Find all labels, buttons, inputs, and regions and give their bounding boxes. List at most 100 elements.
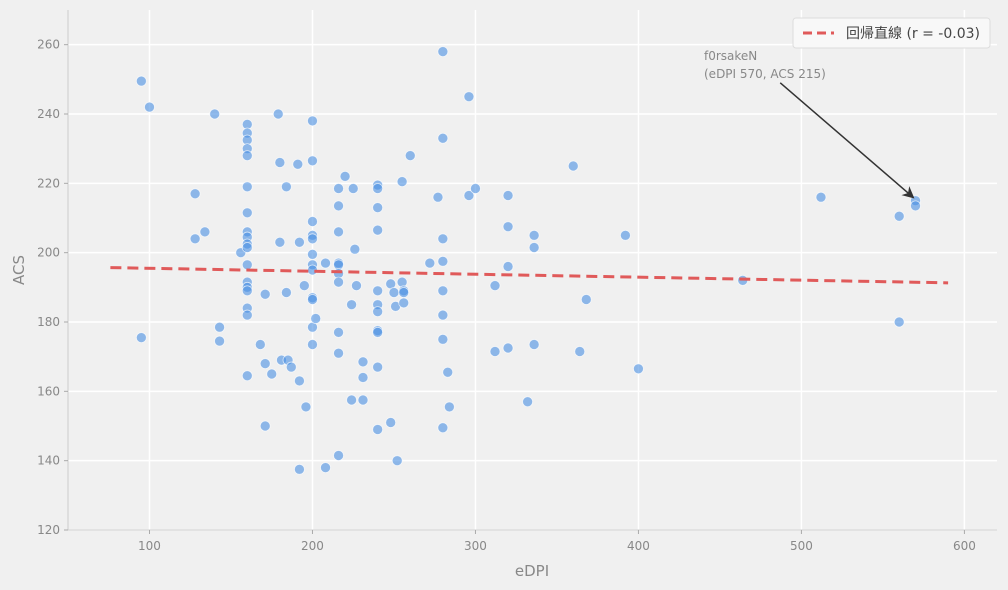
y-axis-label: ACS — [10, 255, 28, 285]
data-point — [298, 280, 310, 292]
data-point — [259, 420, 271, 432]
data-point — [502, 190, 514, 201]
data-point — [310, 313, 322, 324]
data-point — [292, 158, 304, 170]
data-point — [398, 297, 410, 309]
data-point — [391, 455, 403, 467]
data-point — [470, 183, 481, 194]
data-point — [893, 210, 905, 222]
y-tick-label: 140 — [37, 454, 60, 468]
data-point — [254, 339, 266, 350]
data-point — [346, 299, 357, 311]
data-point — [437, 132, 449, 144]
data-point — [567, 160, 579, 172]
y-tick-label: 120 — [37, 523, 60, 537]
annotation-detail: (eDPI 570, ACS 215) — [704, 67, 826, 81]
data-point — [574, 346, 586, 357]
data-point — [357, 394, 369, 406]
trend-line — [110, 266, 949, 285]
data-point — [347, 183, 359, 194]
data-point — [241, 285, 253, 297]
data-point — [910, 200, 921, 212]
data-point — [346, 394, 357, 406]
data-point — [259, 288, 271, 300]
data-point — [437, 333, 449, 345]
annotation-group: f0rsakeN (eDPI 570, ACS 215) — [704, 49, 915, 199]
data-point — [437, 233, 449, 245]
data-point — [333, 276, 344, 288]
data-point — [135, 332, 147, 344]
data-point — [528, 229, 540, 241]
data-point — [372, 424, 384, 435]
data-point — [489, 280, 501, 292]
y-tick-label: 260 — [37, 38, 60, 52]
data-point — [285, 361, 297, 373]
data-point — [396, 176, 408, 188]
data-point — [522, 396, 534, 408]
data-point — [437, 309, 449, 321]
x-tick-label: 100 — [138, 539, 161, 553]
data-point — [351, 280, 362, 292]
annotation-name: f0rsakeN — [704, 49, 757, 63]
data-point — [443, 401, 455, 413]
data-point — [300, 401, 312, 413]
data-point — [272, 108, 284, 120]
data-point — [320, 257, 331, 269]
x-tick-label: 400 — [627, 539, 650, 553]
axes — [64, 10, 997, 534]
data-point — [214, 321, 225, 333]
data-point — [372, 361, 384, 373]
data-point — [580, 294, 592, 305]
data-point — [307, 339, 318, 350]
data-point — [294, 375, 305, 387]
data-point — [633, 363, 644, 375]
y-tick-label: 220 — [37, 176, 60, 190]
data-point — [432, 191, 444, 203]
data-point — [241, 207, 253, 219]
data-point — [372, 202, 384, 214]
data-point — [437, 46, 449, 57]
legend-box — [792, 17, 991, 49]
data-point — [463, 190, 475, 201]
data-point — [307, 294, 318, 305]
y-tick-label: 160 — [37, 384, 60, 398]
data-point — [241, 150, 253, 162]
data-point — [528, 242, 540, 253]
data-point — [815, 191, 827, 203]
data-point — [396, 276, 408, 288]
data-point — [349, 243, 361, 255]
data-point — [241, 242, 253, 253]
data-point — [189, 233, 201, 245]
data-point — [266, 368, 278, 380]
data-point — [372, 183, 384, 194]
data-point — [528, 339, 540, 350]
data-point — [372, 326, 384, 338]
data-point — [320, 462, 331, 474]
y-tick-label: 180 — [37, 315, 60, 329]
data-point — [333, 347, 344, 359]
legend-label: 回帰直線 (r = -0.03) — [846, 25, 980, 42]
annotation-arrow — [779, 82, 915, 199]
data-point — [502, 221, 514, 233]
data-point — [144, 101, 155, 113]
data-point — [424, 257, 436, 269]
data-point — [388, 287, 400, 298]
data-point — [893, 316, 905, 328]
data-point — [404, 150, 416, 162]
trend-line-group — [110, 266, 949, 285]
data-point — [620, 229, 631, 241]
data-point — [442, 366, 454, 378]
data-point — [274, 157, 286, 168]
data-point — [199, 226, 211, 238]
data-point — [209, 108, 221, 120]
data-point — [372, 224, 384, 236]
data-point — [274, 236, 286, 248]
data-point — [259, 358, 271, 370]
data-point — [372, 285, 384, 297]
data-point — [333, 226, 344, 238]
x-tick-label: 500 — [790, 539, 813, 553]
y-tick-label: 240 — [37, 107, 60, 121]
data-point — [280, 287, 292, 298]
data-point — [294, 236, 305, 248]
